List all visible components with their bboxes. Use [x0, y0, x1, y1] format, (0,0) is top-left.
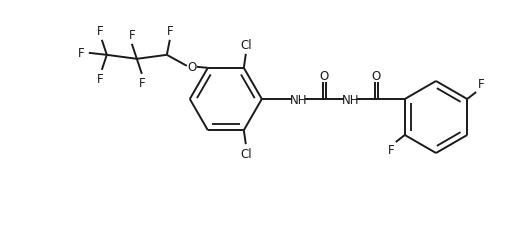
Text: F: F: [97, 73, 103, 86]
Text: O: O: [319, 69, 329, 82]
Text: NH: NH: [342, 93, 360, 106]
Text: Cl: Cl: [240, 39, 252, 52]
Text: F: F: [388, 144, 394, 157]
Text: F: F: [97, 25, 103, 38]
Text: F: F: [166, 25, 173, 38]
Text: NH: NH: [290, 93, 308, 106]
Text: F: F: [128, 29, 135, 42]
Text: O: O: [187, 61, 196, 74]
Text: O: O: [372, 69, 381, 82]
Text: Cl: Cl: [240, 147, 252, 160]
Text: F: F: [478, 78, 485, 91]
Text: F: F: [78, 47, 84, 60]
Text: F: F: [138, 77, 145, 90]
